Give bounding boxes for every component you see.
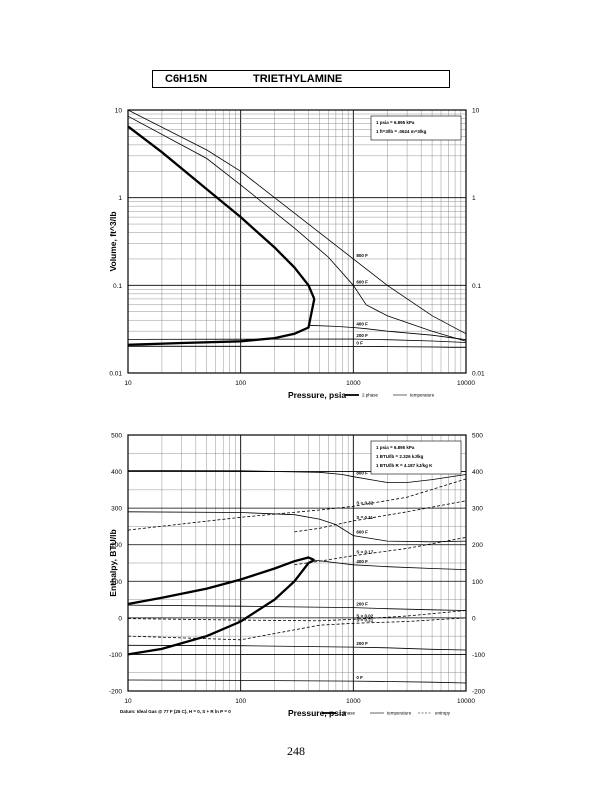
series-label: S = 0.17 — [356, 550, 373, 555]
title-box: C6H15N TRIETHYLAMINE — [152, 70, 450, 88]
x-tick-label: 10000 — [457, 380, 475, 387]
conversion-text: 1 BTU/lb R = 4.187 kJ/kg K — [376, 463, 433, 468]
series-line — [314, 559, 467, 570]
conversion-box — [370, 115, 462, 141]
x-axis-label: Pressure, psia — [288, 708, 346, 718]
series-label: 400 F — [356, 559, 368, 564]
y-tick-label-right: 500 — [472, 433, 483, 440]
series-line — [127, 298, 316, 346]
series-line — [127, 338, 467, 343]
x-axis-label: Pressure, psia — [288, 390, 346, 400]
y-tick-label-right: 400 — [472, 469, 483, 476]
y-tick-label-right: 0.01 — [472, 371, 485, 378]
series-label: S = 0.21 — [356, 617, 373, 622]
series-line — [127, 109, 467, 335]
series-line — [308, 324, 467, 341]
series-label: S = 0.02 — [356, 613, 373, 618]
series-label: 400 F — [356, 322, 368, 327]
series-line — [127, 604, 467, 611]
x-tick-label: 10 — [124, 698, 132, 705]
series-label: 200 F — [356, 602, 368, 607]
series-line — [127, 115, 467, 342]
series-line — [294, 537, 467, 566]
y-tick-label-right: 1 — [472, 195, 476, 202]
series-label: 0 F — [356, 340, 363, 345]
legend-label: 2 phase — [339, 711, 356, 716]
series-label: S = 0.32 — [356, 500, 373, 505]
substance-name: TRIETHYLAMINE — [253, 73, 343, 85]
x-tick-label: 10 — [124, 380, 132, 387]
series-line — [127, 125, 316, 300]
legend-label: entropy — [435, 711, 451, 716]
plot-frame — [127, 109, 467, 374]
series-line — [294, 500, 467, 533]
y-axis-label: Enthalpy, BTU/lb — [108, 529, 118, 596]
y-tick-label-left: 300 — [111, 506, 122, 513]
datum-note: Datum: Ideal Gas @ 77 F (25 C), H = 0, S… — [120, 709, 231, 714]
y-tick-label-left: 1 — [118, 195, 122, 202]
x-tick-label: 10000 — [457, 698, 475, 705]
x-tick-label: 1000 — [346, 698, 361, 705]
y-tick-label-right: -200 — [472, 689, 485, 696]
series-label: 0 F — [356, 675, 363, 680]
y-tick-label-left: 0.1 — [113, 283, 122, 290]
series-line — [127, 556, 315, 606]
y-axis-label: Volume, ft^3/lb — [108, 211, 118, 271]
y-tick-label-right: 0 — [472, 615, 476, 622]
series-line — [127, 679, 467, 684]
legend-label: temperature — [410, 393, 435, 398]
series-line — [127, 617, 467, 641]
y-tick-label-left: 500 — [111, 433, 122, 440]
conversion-box — [370, 440, 462, 475]
series-line — [127, 559, 315, 656]
formula-label: C6H15N — [165, 73, 208, 85]
y-tick-label-left: -100 — [109, 652, 122, 659]
y-tick-label-left: 0.01 — [109, 371, 122, 378]
plot-frame — [127, 434, 467, 692]
conversion-text: 1 psia = 6.895 kPa — [376, 445, 415, 450]
series-label: 200 F — [356, 641, 368, 646]
legend-label: temperature — [387, 711, 412, 716]
y-tick-label-left: 100 — [111, 579, 122, 586]
series-label: 200 F — [356, 333, 368, 338]
series-label: S = 0.11 — [356, 515, 373, 520]
y-tick-label-right: 200 — [472, 542, 483, 549]
y-tick-label-right: 0.1 — [472, 283, 481, 290]
series-label: 800 F — [356, 253, 368, 258]
series-line — [127, 644, 467, 651]
page-number: 248 — [287, 744, 305, 758]
series-line — [127, 470, 467, 483]
chart-1: 10 100 1000 10000 10 10 1 1 0.1 0.1 0.01 0.01 Pressu… — [108, 108, 485, 401]
y-tick-label-left: 0 — [118, 615, 122, 622]
y-tick-label-right: 100 — [472, 579, 483, 586]
x-tick-label: 1000 — [346, 380, 361, 387]
series-line — [127, 610, 467, 622]
y-tick-label-left: 10 — [115, 108, 123, 115]
y-tick-label-left: 400 — [111, 469, 122, 476]
series-label: 600 F — [356, 530, 368, 535]
y-tick-label-right: 10 — [472, 108, 480, 115]
y-tick-label-left: 200 — [111, 542, 122, 549]
x-tick-label: 100 — [235, 698, 246, 705]
conversion-text: 1 BTU/lb = 2.326 kJ/kg — [376, 454, 424, 459]
series-label: 800 F — [356, 471, 368, 476]
conversion-text: 1 psia = 6.895 kPa — [376, 120, 415, 125]
legend-label: 2 phase — [362, 393, 379, 398]
y-tick-label-left: -200 — [109, 689, 122, 696]
conversion-text: 1 ft^3/lb = .0624 m^3/kg — [376, 129, 427, 134]
y-tick-label-right: -100 — [472, 652, 485, 659]
x-tick-label: 100 — [235, 380, 246, 387]
series-line — [127, 511, 467, 543]
y-tick-label-right: 300 — [472, 506, 483, 513]
series-line — [127, 345, 467, 348]
series-label: 600 F — [356, 279, 368, 284]
series-line — [127, 478, 467, 531]
